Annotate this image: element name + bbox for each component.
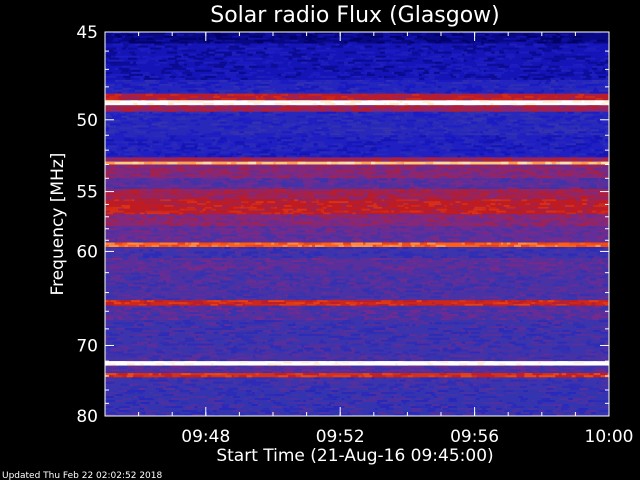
spectrum-band (105, 105, 609, 112)
x-tick-label: 09:56 (450, 427, 499, 447)
spectrum-band (105, 161, 609, 165)
spectrum-band (105, 305, 609, 321)
y-tick-label: 55 (76, 183, 98, 203)
spectrum-band (105, 43, 609, 80)
plot-area (105, 32, 609, 416)
spectrum-band (105, 373, 609, 378)
y-tick-label: 70 (76, 336, 98, 356)
spectrum-band (105, 32, 609, 44)
spectrum-band (105, 247, 609, 258)
plot-frame (104, 31, 610, 417)
x-tick-label: 10:00 (585, 427, 634, 447)
y-tick-label: 60 (76, 242, 98, 262)
spectrum-band (105, 257, 609, 271)
spectrum-band (105, 93, 609, 101)
spectrum-band (105, 377, 609, 391)
spectrum-band (105, 365, 609, 374)
x-tick-label: 09:48 (181, 427, 230, 447)
chart-title: Solar radio Flux (Glasgow) (210, 3, 500, 28)
spectrum-band (105, 135, 609, 158)
y-axis-label: Frequency [MHz] (48, 153, 68, 296)
spectrum-band (105, 390, 609, 416)
y-tick-label: 45 (76, 23, 98, 43)
updated-timestamp: Updated Thu Feb 22 02:02:52 2018 (2, 471, 163, 480)
spectrum-band (105, 361, 609, 366)
spectrum-band (105, 353, 609, 362)
y-axis: 45 50 55 60 70 80 (76, 23, 609, 427)
spectrum-band (105, 226, 609, 243)
spectrum-band (105, 157, 609, 162)
spectrum-band (105, 199, 609, 215)
spectrum-band (105, 178, 609, 189)
spectrum-band (105, 242, 609, 248)
spectrum-band (105, 320, 609, 354)
spectrum-band (105, 111, 609, 136)
spectrum-band (105, 164, 609, 179)
x-axis-label: Start Time (21-Aug-16 09:45:00) (216, 446, 493, 466)
x-tick-label: 09:52 (316, 427, 365, 447)
y-tick-label: 50 (76, 111, 98, 131)
spectrum-band (105, 79, 609, 94)
spectrum-band (105, 100, 609, 106)
spectrum-band (105, 300, 609, 306)
y-tick-label: 80 (76, 407, 98, 427)
x-axis: 09:48 09:52 09:56 10:00 (138, 32, 634, 447)
spectrum-band (105, 188, 609, 200)
spectrum-band (105, 270, 609, 301)
spectrum-band (105, 214, 609, 227)
